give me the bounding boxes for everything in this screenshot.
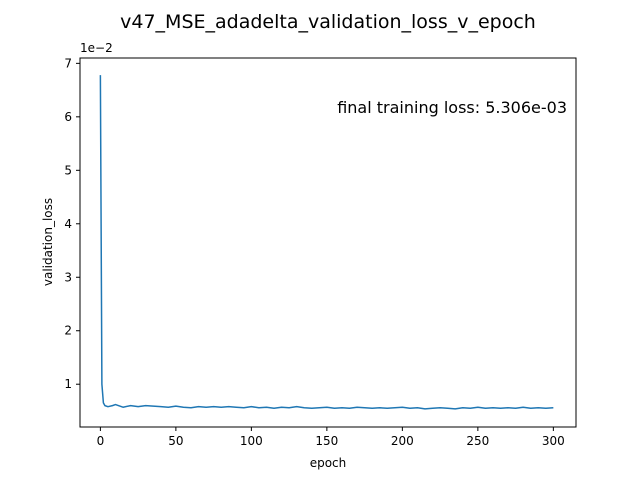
x-tick-label: 50 — [168, 434, 183, 448]
y-offset-label: 1e−2 — [80, 41, 113, 55]
tick-layer: 0 50 100 150 200 250 300 1 2 3 4 5 6 7 — [64, 56, 564, 448]
y-tick-label: 5 — [64, 163, 72, 177]
series-layer — [99, 75, 554, 410]
x-tick-label: 100 — [240, 434, 263, 448]
chart-title: v47_MSE_adadelta_validation_loss_v_epoch — [120, 11, 536, 33]
x-tick-label: 300 — [542, 434, 565, 448]
y-axis-label: validation_loss — [41, 198, 55, 286]
y-tick-label: 7 — [64, 56, 72, 70]
x-tick-label: 200 — [391, 434, 414, 448]
y-tick-label: 2 — [64, 324, 72, 338]
y-tick-label: 6 — [64, 110, 72, 124]
x-tick-label: 0 — [97, 434, 105, 448]
y-tick-label: 4 — [64, 217, 72, 231]
x-axis-label: epoch — [310, 456, 347, 470]
y-tick-label: 1 — [64, 377, 72, 391]
y-tick-label: 3 — [64, 270, 72, 284]
x-tick-label: 250 — [466, 434, 489, 448]
x-tick-label: 150 — [315, 434, 338, 448]
final-loss-annotation: final training loss: 5.306e-03 — [337, 98, 567, 117]
plot-frame — [79, 57, 577, 428]
validation-loss-line — [99, 75, 554, 410]
